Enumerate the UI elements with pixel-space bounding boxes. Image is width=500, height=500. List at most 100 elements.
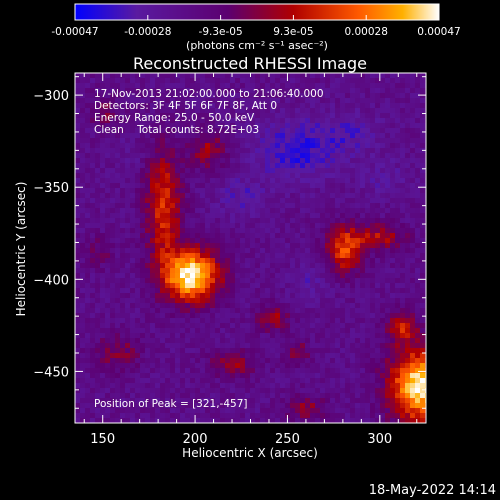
heatmap-cell <box>180 398 185 403</box>
heatmap-cell <box>200 318 205 323</box>
heatmap-cell <box>235 253 240 258</box>
heatmap-cell <box>255 373 260 378</box>
heatmap-cell <box>325 383 330 388</box>
heatmap-cell <box>295 378 300 383</box>
heatmap-cell <box>95 278 100 283</box>
heatmap-cell <box>145 333 150 338</box>
heatmap-cell <box>235 233 240 238</box>
heatmap-cell <box>420 413 425 418</box>
heatmap-cell <box>340 348 345 353</box>
heatmap-cell <box>315 223 320 228</box>
heatmap-cell <box>415 333 420 338</box>
heatmap-cell <box>410 363 415 368</box>
heatmap-cell <box>340 238 345 243</box>
heatmap-cell <box>270 168 275 173</box>
heatmap-cell <box>395 333 400 338</box>
heatmap-cell <box>405 168 410 173</box>
heatmap-cell <box>175 188 180 193</box>
heatmap-cell <box>380 193 385 198</box>
heatmap-cell <box>225 273 230 278</box>
heatmap-cell <box>185 168 190 173</box>
heatmap-cell <box>410 113 415 118</box>
heatmap-cell <box>235 153 240 158</box>
heatmap-cell <box>250 208 255 213</box>
heatmap-cell <box>410 133 415 138</box>
heatmap-cell <box>400 273 405 278</box>
heatmap-cell <box>215 213 220 218</box>
heatmap-cell <box>90 198 95 203</box>
heatmap-cell <box>80 153 85 158</box>
heatmap-cell <box>290 173 295 178</box>
heatmap-cell <box>285 218 290 223</box>
heatmap-cell <box>120 103 125 108</box>
heatmap-cell <box>270 123 275 128</box>
heatmap-cell <box>225 168 230 173</box>
heatmap-cell <box>165 153 170 158</box>
heatmap-cell <box>150 378 155 383</box>
heatmap-cell <box>140 278 145 283</box>
heatmap-cell <box>330 228 335 233</box>
heatmap-cell <box>130 293 135 298</box>
heatmap-cell <box>380 248 385 253</box>
heatmap-cell <box>420 218 425 223</box>
heatmap-cell <box>415 218 420 223</box>
heatmap-cell <box>210 313 215 318</box>
heatmap-cell <box>155 313 160 318</box>
heatmap-cell <box>410 93 415 98</box>
heatmap-cell <box>135 178 140 183</box>
heatmap-cell <box>95 238 100 243</box>
heatmap-cell <box>330 348 335 353</box>
heatmap-cell <box>165 318 170 323</box>
heatmap-cell <box>135 118 140 123</box>
heatmap-cell <box>420 168 425 173</box>
heatmap-cell <box>255 123 260 128</box>
heatmap-cell <box>420 268 425 273</box>
heatmap-cell <box>295 343 300 348</box>
heatmap-cell <box>110 278 115 283</box>
heatmap-cell <box>115 223 120 228</box>
heatmap-cell <box>330 258 335 263</box>
heatmap-cell <box>200 313 205 318</box>
heatmap-cell <box>125 288 130 293</box>
heatmap-cell <box>350 243 355 248</box>
heatmap-cell <box>255 343 260 348</box>
heatmap-cell <box>280 183 285 188</box>
heatmap-cell <box>305 378 310 383</box>
heatmap-cell <box>95 303 100 308</box>
heatmap-cell <box>375 243 380 248</box>
heatmap-cell <box>115 373 120 378</box>
heatmap-cell <box>345 313 350 318</box>
heatmap-cell <box>320 263 325 268</box>
heatmap-cell <box>395 123 400 128</box>
heatmap-cell <box>250 103 255 108</box>
heatmap-cell <box>165 283 170 288</box>
heatmap-cell <box>190 88 195 93</box>
heatmap-cell <box>340 413 345 418</box>
heatmap-cell <box>245 378 250 383</box>
heatmap-cell <box>335 113 340 118</box>
heatmap-cell <box>195 318 200 323</box>
heatmap-cell <box>255 213 260 218</box>
heatmap-cell <box>190 183 195 188</box>
heatmap-cell <box>295 283 300 288</box>
heatmap-cell <box>395 118 400 123</box>
heatmap-cell <box>130 118 135 123</box>
heatmap-cell <box>175 303 180 308</box>
heatmap-cell <box>380 138 385 143</box>
heatmap-cell <box>335 348 340 353</box>
heatmap-cell <box>100 138 105 143</box>
heatmap-cell <box>365 228 370 233</box>
heatmap-cell <box>280 288 285 293</box>
heatmap-cell <box>145 383 150 388</box>
heatmap-cell <box>275 238 280 243</box>
heatmap-cell <box>210 268 215 273</box>
heatmap-cell <box>120 333 125 338</box>
heatmap-cell <box>275 333 280 338</box>
heatmap-cell <box>210 298 215 303</box>
heatmap-cell <box>325 293 330 298</box>
heatmap-cell <box>275 233 280 238</box>
heatmap-cell <box>315 333 320 338</box>
heatmap-cell <box>125 303 130 308</box>
heatmap-cell <box>235 378 240 383</box>
heatmap-cell <box>270 263 275 268</box>
